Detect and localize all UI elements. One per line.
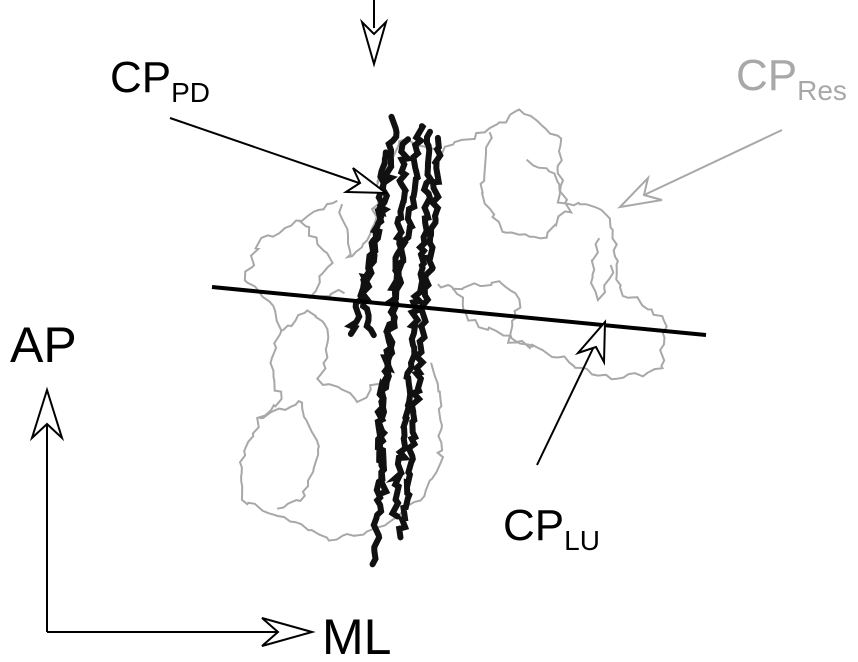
label-main: CP [110,53,171,102]
trace-path [385,128,435,520]
ap-label: AP [10,317,77,373]
trace-path [238,199,445,542]
label-sub: LU [564,525,600,556]
top-arrow [359,0,389,68]
ml-label: ML [322,609,391,662]
trace-path [479,131,574,240]
label-main: CP [503,501,564,550]
pd-arrow [169,117,390,195]
lu-label: CPLU [503,501,600,556]
label-sub: Res [797,75,847,106]
label-sub: PD [171,77,210,108]
trace-path [451,280,535,348]
trace-path [589,237,615,303]
trace-path [395,134,444,541]
label-main: CP [736,51,797,100]
res-arrow [617,129,783,209]
trace-path [376,108,668,381]
trace-path [259,399,320,510]
trace-path [374,136,414,496]
lu-line [211,285,707,337]
axes-arrows [29,386,316,647]
trace-path [298,219,345,300]
res-label: CPRes [736,51,847,106]
trace [344,113,444,568]
pd-label: CPPD [110,53,210,108]
lu-arrow [536,319,607,466]
trace-path [358,149,389,339]
trace-path [281,309,380,404]
resultant-trace [238,108,668,542]
